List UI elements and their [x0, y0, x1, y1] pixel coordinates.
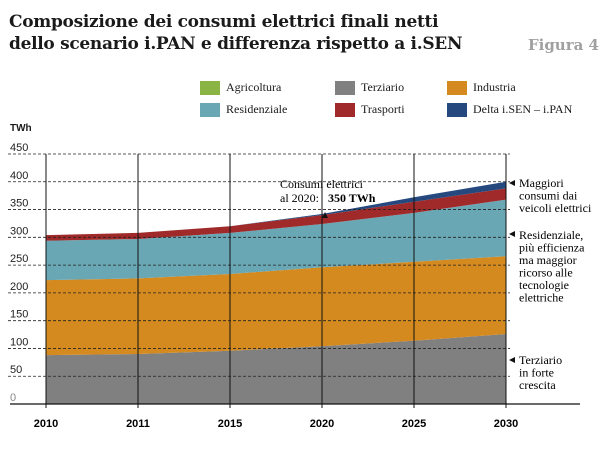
- legend-item: Industria: [447, 80, 516, 95]
- y-tick-label: 200: [10, 281, 28, 293]
- y-tick-label: 300: [10, 225, 28, 237]
- annotation-right-text: Maggiori: [519, 176, 564, 190]
- annotation-2020-value: 350 TWh: [328, 191, 376, 205]
- title-line-1: Composizione dei consumi elettrici final…: [9, 12, 439, 32]
- legend-swatch: [335, 102, 355, 117]
- annotation-right-text: Residenziale,: [519, 228, 583, 242]
- legend-swatch: [200, 102, 220, 117]
- y-axis-unit: TWh: [10, 123, 32, 134]
- annotation-right-text: ma maggior: [519, 253, 577, 267]
- annotation-pointer: [509, 231, 515, 237]
- area-series-terziario: [46, 334, 506, 404]
- annotation-right-text: consumi dai: [519, 189, 578, 203]
- legend-label: Terziario: [361, 80, 405, 94]
- y-tick-label: 100: [10, 336, 28, 348]
- figure-label: Figura 4: [527, 36, 599, 54]
- annotation-2020-line1: Consumi elettrici: [280, 177, 364, 191]
- title-line-2: dello scenario i.PAN e differenza rispet…: [9, 34, 463, 54]
- legend-swatch: [447, 102, 467, 117]
- y-tick-label: 150: [10, 309, 28, 321]
- annotation-right-text: crescita: [519, 378, 556, 392]
- legend-item: Trasporti: [335, 102, 405, 117]
- annotation-right-text: elettriche: [519, 291, 564, 305]
- legend-label: Residenziale: [226, 102, 288, 116]
- x-tick-label: 2011: [126, 418, 150, 430]
- annotation-right-text: in forte: [519, 366, 554, 380]
- annotation-right-text: Terziario: [519, 353, 562, 367]
- legend-label: Trasporti: [361, 102, 405, 116]
- y-tick-label: 400: [10, 170, 28, 182]
- y-tick-label: 450: [10, 142, 28, 154]
- annotation-right-text: veicoli elettrici: [519, 201, 592, 215]
- x-tick-label: 2010: [34, 418, 58, 430]
- y-tick-label: 250: [10, 253, 28, 265]
- chart-title: Composizione dei consumi elettrici final…: [9, 11, 509, 55]
- area-series-trasporti: [46, 188, 506, 241]
- y-tick-label: 0: [10, 392, 16, 404]
- legend-label: Industria: [473, 80, 516, 94]
- legend-swatch: [200, 80, 220, 95]
- annotation-right-text: ricorso alle: [519, 266, 573, 280]
- legend-label: Delta i.SEN – i.PAN: [473, 102, 573, 116]
- legend-item: Agricoltura: [200, 80, 281, 95]
- legend-swatch: [447, 80, 467, 95]
- area-series-residenziale: [46, 199, 506, 281]
- annotation-arrow: [322, 212, 328, 218]
- legend: Agricoltura Terziario Industria Residenzial…: [200, 80, 600, 120]
- x-tick-label: 2020: [310, 418, 334, 430]
- legend-item: Residenziale: [200, 102, 287, 117]
- legend-label: Agricoltura: [226, 80, 282, 94]
- annotation-2020-line2: al 2020:: [280, 191, 319, 205]
- legend-item: Terziario: [335, 80, 404, 95]
- annotation-pointer: [509, 180, 515, 186]
- legend-item: Delta i.SEN – i.PAN: [447, 102, 572, 117]
- area-series-industria: [46, 256, 506, 356]
- x-tick-label: 2025: [402, 418, 426, 430]
- x-tick-label: 2015: [218, 418, 242, 430]
- annotation-right-text: più efficienza: [519, 241, 585, 255]
- legend-swatch: [335, 80, 355, 95]
- annotation-right-text: tecnologie: [519, 278, 569, 292]
- y-tick-label: 50: [10, 364, 22, 376]
- annotation-pointer: [509, 357, 515, 363]
- y-tick-label: 350: [10, 198, 28, 210]
- x-tick-label: 2030: [494, 418, 518, 430]
